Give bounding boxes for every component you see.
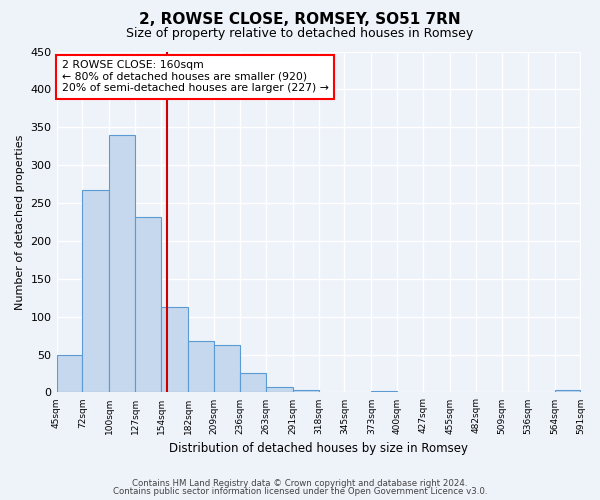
Text: Contains HM Land Registry data © Crown copyright and database right 2024.: Contains HM Land Registry data © Crown c… bbox=[132, 478, 468, 488]
Bar bbox=[371, 391, 397, 392]
Text: Contains public sector information licensed under the Open Government Licence v3: Contains public sector information licen… bbox=[113, 487, 487, 496]
Bar bbox=[293, 390, 319, 392]
Text: 2, ROWSE CLOSE, ROMSEY, SO51 7RN: 2, ROWSE CLOSE, ROMSEY, SO51 7RN bbox=[139, 12, 461, 28]
Bar bbox=[240, 374, 266, 392]
Bar bbox=[554, 390, 580, 392]
Bar bbox=[82, 190, 109, 392]
Bar bbox=[214, 344, 240, 393]
Y-axis label: Number of detached properties: Number of detached properties bbox=[15, 134, 25, 310]
Bar bbox=[266, 387, 293, 392]
Text: Size of property relative to detached houses in Romsey: Size of property relative to detached ho… bbox=[127, 28, 473, 40]
X-axis label: Distribution of detached houses by size in Romsey: Distribution of detached houses by size … bbox=[169, 442, 468, 455]
Bar bbox=[109, 135, 135, 392]
Bar bbox=[188, 341, 214, 392]
Text: 2 ROWSE CLOSE: 160sqm
← 80% of detached houses are smaller (920)
20% of semi-det: 2 ROWSE CLOSE: 160sqm ← 80% of detached … bbox=[62, 60, 329, 93]
Bar bbox=[161, 307, 188, 392]
Bar bbox=[135, 216, 161, 392]
Bar bbox=[56, 354, 82, 393]
